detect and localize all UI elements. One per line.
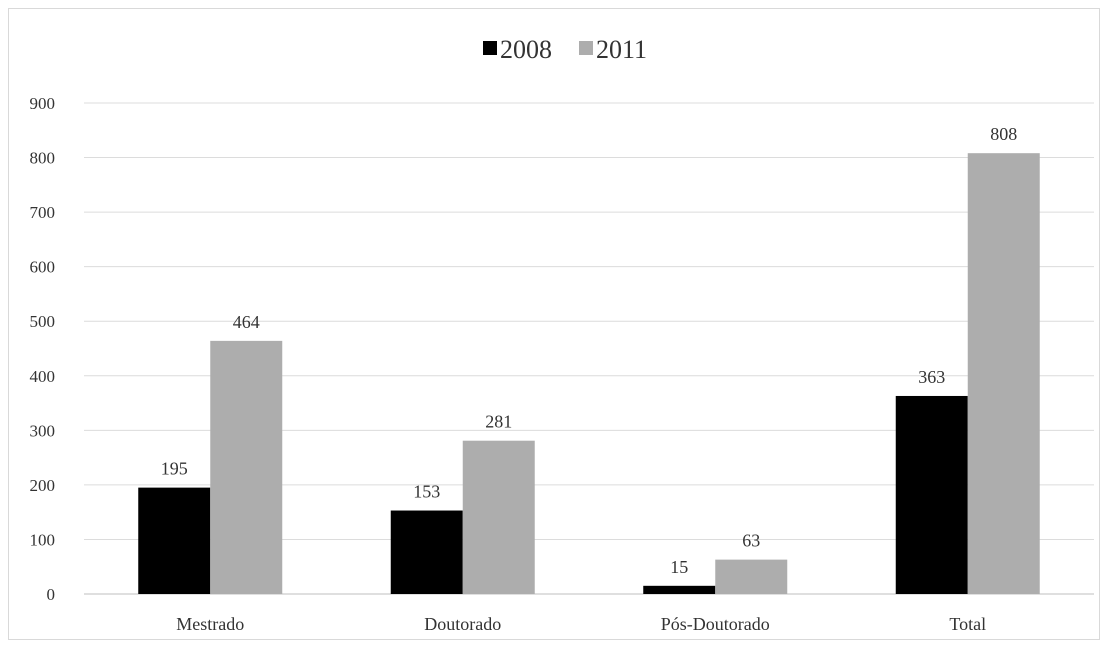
x-category-label: Mestrado xyxy=(176,614,244,634)
legend-swatch-2008 xyxy=(483,41,497,55)
y-tick-label: 0 xyxy=(47,585,56,604)
legend-label-2008: 2008 xyxy=(500,35,552,64)
x-category-label: Total xyxy=(949,614,986,634)
y-tick-label: 700 xyxy=(30,203,56,222)
x-category-label: Pós-Doutorado xyxy=(661,614,770,634)
legend-label-2011: 2011 xyxy=(596,35,647,64)
y-tick-label: 800 xyxy=(30,149,56,168)
bar-2008-0 xyxy=(138,487,211,594)
data-label-2011-1: 281 xyxy=(485,412,512,432)
bar-2011-3 xyxy=(967,153,1040,595)
x-axis-category-labels: Mestrado Doutorado Pós-Doutorado Total xyxy=(176,614,986,634)
data-label-2008-3: 363 xyxy=(918,367,945,387)
bar-2008-2 xyxy=(643,585,716,594)
bar-2011-1 xyxy=(462,440,535,594)
y-tick-label: 300 xyxy=(30,421,56,440)
data-label-2008-0: 195 xyxy=(161,459,188,479)
legend: 2008 2011 xyxy=(483,35,647,64)
bar-2011-0 xyxy=(210,340,283,594)
bars xyxy=(138,153,1040,595)
x-category-label: Doutorado xyxy=(424,614,501,634)
y-tick-label: 900 xyxy=(30,94,56,113)
data-label-2011-0: 464 xyxy=(233,312,260,332)
data-label-2008-2: 15 xyxy=(670,557,688,577)
legend-swatch-2011 xyxy=(579,41,593,55)
y-tick-label: 200 xyxy=(30,476,56,495)
y-axis-tick-labels: 0 100 200 300 400 500 600 700 800 900 xyxy=(30,94,56,604)
bar-2008-3 xyxy=(895,395,968,594)
bar-2011-2 xyxy=(715,559,788,594)
y-tick-label: 400 xyxy=(30,367,56,386)
y-tick-label: 600 xyxy=(30,258,56,277)
y-tick-label: 500 xyxy=(30,312,56,331)
data-label-2008-1: 153 xyxy=(413,482,440,502)
y-tick-label: 100 xyxy=(30,530,56,549)
bar-2008-1 xyxy=(390,510,463,594)
data-label-2011-2: 63 xyxy=(742,531,760,551)
data-label-2011-3: 808 xyxy=(990,124,1017,144)
data-labels: 195 464 153 281 15 63 363 808 xyxy=(161,124,1018,577)
